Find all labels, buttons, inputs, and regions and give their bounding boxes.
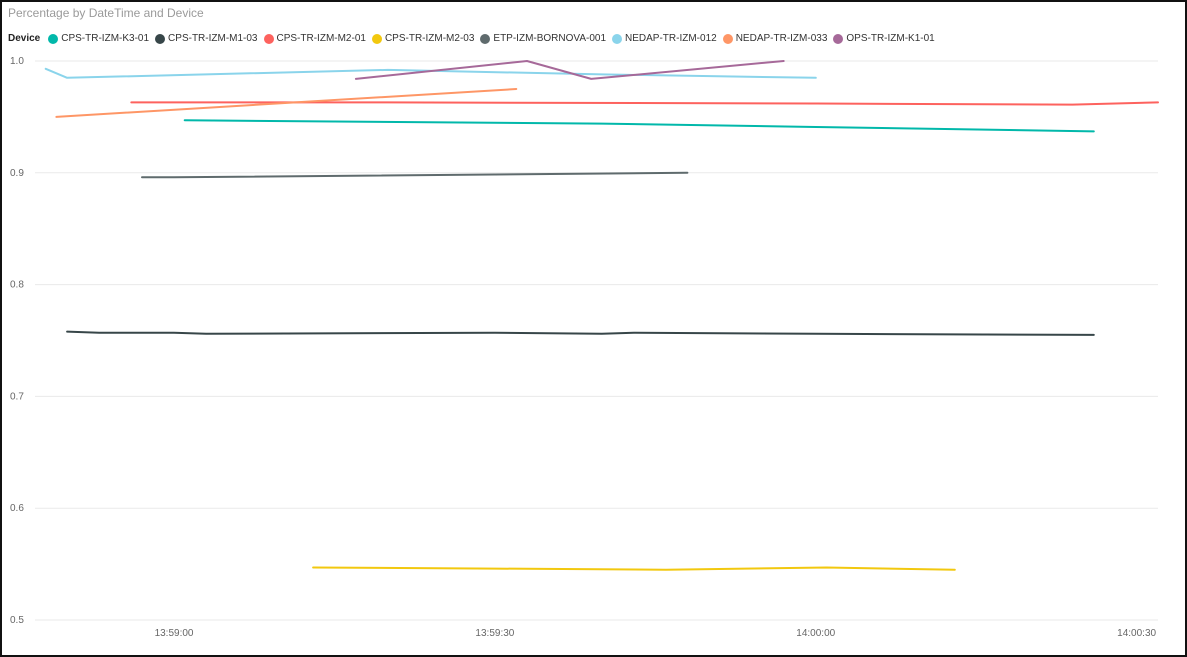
legend-item[interactable]: CPS-TR-IZM-M1-03 — [155, 33, 258, 44]
legend-marker-icon — [48, 33, 59, 44]
legend-label: NEDAP-TR-IZM-033 — [735, 33, 828, 44]
legend-label: CPS-TR-IZM-M2-01 — [276, 33, 366, 44]
legend-marker-icon — [722, 33, 733, 44]
x-tick-label: 14:00:00 — [796, 628, 835, 639]
legend-item[interactable]: NEDAP-TR-IZM-033 — [722, 33, 828, 44]
chart-title: Percentage by DateTime and Device — [8, 6, 204, 20]
legend-marker-icon — [612, 33, 623, 44]
series-line-ops-tr-izm-k1-01 — [354, 60, 785, 80]
legend-label: CPS-TR-IZM-M1-03 — [168, 33, 258, 44]
legend-label: ETP-IZM-BORNOVA-001 — [493, 33, 607, 44]
y-tick-label: 0.8 — [10, 280, 24, 291]
legend-label: OPS-TR-IZM-K1-01 — [846, 33, 935, 44]
series-line-cps-tr-izm-m1-03 — [66, 330, 1095, 336]
series-line-nedap-tr-izm-012 — [44, 67, 817, 79]
series-line-nedap-tr-izm-033 — [55, 88, 518, 118]
series-line-etp-izm-bornova-001 — [141, 171, 689, 179]
legend-item[interactable]: CPS-TR-IZM-M2-01 — [263, 33, 366, 44]
legend-item[interactable]: CPS-TR-IZM-K3-01 — [48, 33, 149, 44]
legend-item[interactable]: OPS-TR-IZM-K1-01 — [833, 33, 935, 44]
legend-marker-icon — [833, 33, 844, 44]
x-tick-label: 14:00:30 — [1117, 628, 1156, 639]
y-tick-label: 1.0 — [10, 56, 24, 67]
legend-marker-icon — [480, 33, 491, 44]
series-line-cps-tr-izm-k3-01 — [183, 119, 1095, 133]
legend-marker-icon — [263, 33, 274, 44]
y-tick-label: 0.7 — [10, 391, 24, 402]
x-tick-label: 13:59:30 — [475, 628, 514, 639]
series-line-cps-tr-izm-m2-03 — [312, 566, 956, 571]
legend-marker-icon — [371, 33, 382, 44]
legend-item[interactable]: NEDAP-TR-IZM-012 — [612, 33, 717, 44]
y-tick-label: 0.5 — [10, 615, 24, 626]
y-tick-label: 0.9 — [10, 168, 24, 179]
legend-marker-icon — [155, 33, 166, 44]
legend-item[interactable]: CPS-TR-IZM-M2-03 — [371, 33, 475, 44]
legend-label: CPS-TR-IZM-K3-01 — [61, 33, 150, 44]
legend-title: Device — [8, 33, 41, 44]
legend-label: NEDAP-TR-IZM-012 — [625, 33, 717, 44]
x-tick-label: 13:59:00 — [155, 628, 194, 639]
y-tick-label: 0.6 — [10, 503, 24, 514]
legend-label: CPS-TR-IZM-M2-03 — [384, 33, 475, 44]
legend: Device CPS-TR-IZM-K3-01 CPS-TR-IZM-M1-03 C… — [8, 33, 935, 44]
legend-item[interactable]: ETP-IZM-BORNOVA-001 — [480, 33, 606, 44]
